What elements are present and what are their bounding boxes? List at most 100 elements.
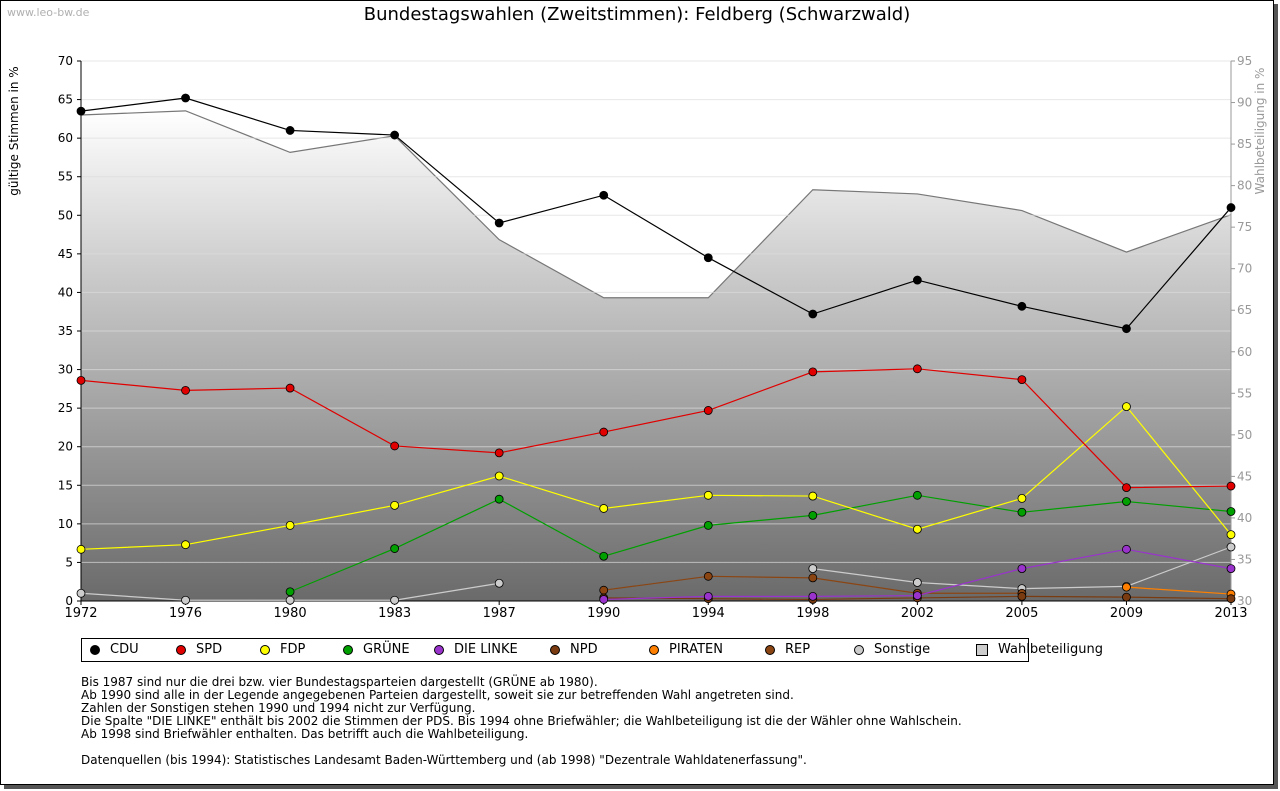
note-line: Ab 1990 sind alle in der Legende angegeb… [81,688,794,702]
x-tick-label: 2009 [1110,606,1143,621]
x-tick-label: 1972 [64,606,97,621]
data-point [703,406,713,415]
legend-marker-icon [547,642,563,657]
series-line [1126,586,1232,595]
legend-item: Sonstige [851,642,930,657]
data-point [703,591,713,601]
y2-tick-label: 55 [1237,386,1252,400]
data-point [1017,493,1027,503]
data-point [1017,507,1027,517]
data-point [1122,582,1131,592]
data-point [285,587,295,597]
y-tick-label: 45 [58,247,73,261]
data-point [285,383,295,393]
note-line: Ab 1998 sind Briefwähler enthalten. Das … [81,727,529,741]
y2-tick-label: 50 [1237,428,1252,442]
note-line: Zahlen der Sonstigen stehen 1990 und 199… [81,701,476,715]
data-point [1226,542,1236,552]
legend-marker-icon [340,642,356,657]
legend-item: SPD [173,642,222,657]
data-point [599,551,609,561]
data-point [1226,481,1236,491]
legend-label: FDP [280,642,306,657]
legend-label: NPD [570,642,598,657]
data-point [494,448,504,458]
y-tick-label: 60 [58,131,73,145]
data-point [1017,301,1027,311]
data-point [808,564,818,573]
legend-label: REP [785,642,811,657]
y-tick-label: 0 [65,594,73,608]
data-point [703,571,713,581]
data-point [76,375,86,385]
data-point [1226,564,1236,573]
data-point [285,595,295,605]
legend-item: GRÜNE [340,642,410,657]
y-tick-label: 55 [58,170,73,184]
data-point [599,427,609,437]
y-tick-label: 30 [58,363,73,377]
data-point [1122,324,1131,334]
data-point [1017,375,1027,385]
legend-item: FDP [257,642,306,657]
y-tick-label: 70 [58,54,73,68]
data-point [599,190,609,200]
data-point [1226,530,1236,540]
chart-title: Bundestagswahlen (Zweitstimmen): Feldber… [363,4,911,25]
y2-tick-label: 45 [1237,469,1252,483]
data-point [181,540,190,550]
x-tick-label: 1990 [587,606,620,621]
x-tick-label: 1980 [274,606,307,621]
legend-label: DIE LINKE [454,642,518,657]
legend-item: REP [762,642,811,657]
data-point [599,595,609,604]
data-point [912,524,922,534]
data-point [390,544,400,553]
note-line: Die Spalte "DIE LINKE" enthält bis 2002 … [81,714,962,728]
data-point [285,521,295,530]
y-tick-label: 35 [58,324,73,338]
data-point [703,253,713,263]
x-tick-label: 2005 [1005,606,1038,621]
y2-tick-label: 80 [1237,179,1252,193]
data-point [808,491,818,501]
data-point [1122,592,1131,602]
notes: Bis 1987 sind nur die drei bzw. vier Bun… [81,676,962,767]
data-point [599,585,609,595]
legend-label: Wahlbeteiligung [998,642,1104,657]
data-point [1122,402,1131,412]
watermark: www.leo-bw.de [7,6,90,19]
data-point [390,130,400,140]
chart-svg: 0 5 10 15 20 25 30 35 40 45 50 55 60 65 70 30 35 40 45 50 55… [7,54,1267,621]
data-point [912,490,922,500]
series-line [80,97,1232,330]
legend-label: PIRATEN [669,642,723,657]
data-point [181,93,190,103]
x-tick-label: 2002 [901,606,934,621]
note-line: Bis 1987 sind nur die drei bzw. vier Bun… [81,675,598,689]
data-point [181,595,190,605]
x-tick-label: 1994 [692,606,725,621]
legend-box-icon [976,643,988,656]
y2-tick-label: 40 [1237,511,1252,525]
data-point [808,510,818,520]
y2-tick-label: 35 [1237,552,1252,566]
legend-item: Wahlbeteiligung [976,642,1103,657]
y2-tick-label: 75 [1237,220,1252,234]
data-point [390,500,400,510]
series-line [289,494,1232,593]
data-point [1226,594,1236,604]
x-tick-label: 2013 [1214,606,1247,621]
legend-label: GRÜNE [363,642,410,657]
y2-tick-label: 30 [1237,594,1252,608]
x-tick-label: 1998 [796,606,829,621]
data-point [1226,203,1236,212]
data-point [808,591,818,601]
data-point [494,471,504,481]
data-point [390,441,400,451]
data-point [1017,564,1027,573]
data-point [390,595,400,605]
y-tick-label: 5 [65,555,73,569]
data-point [703,521,713,530]
